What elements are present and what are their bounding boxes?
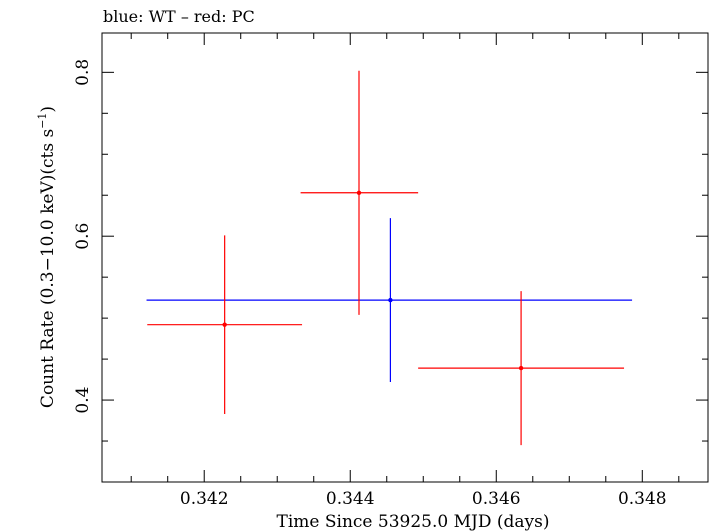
y-axis-label-superscript: −1 (36, 113, 49, 129)
y-tick-label: 0.4 (73, 387, 93, 414)
data-point (222, 322, 227, 327)
y-axis-label: Count Rate (0.3−10.0 keV)(cts s−1) (36, 106, 58, 408)
data-point (388, 297, 393, 303)
data-point (356, 190, 362, 195)
x-tick-label: 0.348 (618, 489, 667, 509)
chart-title: blue: WT – red: PC (103, 7, 255, 26)
data-point (518, 365, 524, 371)
y-axis-label-main: Count Rate (0.3−10.0 keV)(cts s (38, 129, 58, 408)
x-tick-label: 0.342 (180, 489, 229, 509)
plot-frame (101, 32, 709, 483)
y-axis: 0.4 0.6 0.8 (73, 59, 708, 483)
x-tick-label: 0.346 (472, 489, 521, 509)
data-series (146, 70, 633, 446)
y-tick-label: 0.6 (73, 223, 93, 250)
y-axis-label-close: ) (38, 106, 58, 113)
series-pc (147, 70, 625, 446)
series-wt (146, 218, 633, 383)
x-axis-label: Time Since 53925.0 MJD (days) (277, 512, 550, 532)
x-axis: 0.342 0.344 0.346 0.348 (130, 33, 680, 509)
x-tick-label: 0.344 (326, 489, 375, 509)
y-tick-label: 0.8 (73, 59, 93, 86)
